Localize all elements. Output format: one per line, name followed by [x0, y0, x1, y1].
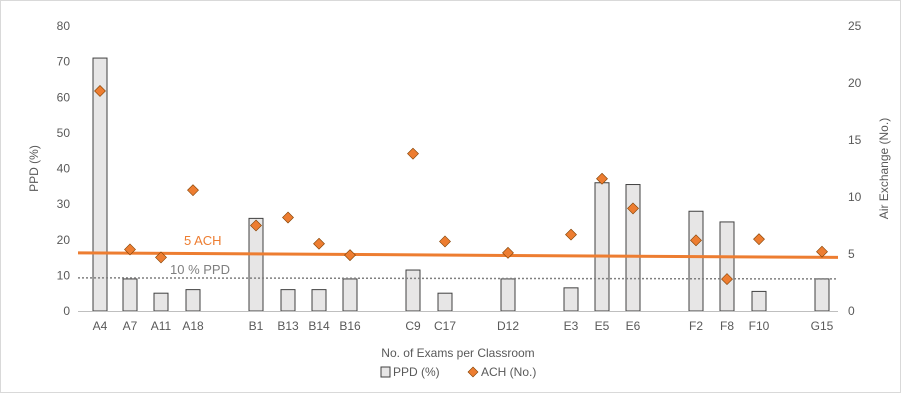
- ach-marker: [94, 85, 106, 97]
- x-axis-title: No. of Exams per Classroom: [381, 346, 534, 360]
- bar-ppd: [248, 217, 264, 312]
- legend-bar-swatch: [380, 366, 391, 378]
- bar-ppd: [688, 210, 704, 312]
- ach-marker: [502, 246, 514, 259]
- ach-marker: [344, 249, 356, 262]
- x-tick-label: E6: [626, 319, 641, 333]
- ach-reference-label: 5 ACH: [184, 233, 222, 248]
- y-axis-right-title: Air Exchange (No.): [877, 118, 891, 219]
- ach-marker: [313, 237, 325, 250]
- ppd-reference-label: 10 % PPD: [170, 262, 230, 277]
- ach-reference-line: [77, 251, 839, 259]
- x-tick-label: B13: [277, 319, 299, 333]
- x-tick-label: A4: [93, 319, 108, 333]
- y-right-tick-label: 20: [848, 76, 862, 90]
- x-tick-label: C9: [405, 319, 421, 333]
- y-left-tick-label: 50: [57, 126, 71, 140]
- y-left-tick-label: 70: [57, 55, 71, 69]
- y-left-tick-label: 60: [57, 90, 71, 104]
- bar-ppd: [342, 278, 358, 312]
- ach-marker: [753, 233, 765, 246]
- bar-ppd: [437, 292, 453, 312]
- x-tick-label: E3: [564, 319, 579, 333]
- ach-marker: [407, 147, 419, 160]
- bar-ppd: [563, 287, 579, 312]
- x-tick-label: A11: [151, 319, 172, 333]
- y-left-tick-label: 80: [57, 19, 71, 33]
- bar-ppd: [719, 221, 735, 312]
- y-left-tick-label: 0: [63, 304, 70, 318]
- ach-marker: [155, 251, 167, 264]
- bar-ppd: [814, 278, 830, 312]
- ach-marker: [596, 172, 608, 185]
- x-tick-label: B16: [339, 319, 361, 333]
- bar-ppd: [153, 292, 169, 312]
- y-left-tick-label: 10: [57, 268, 71, 282]
- y-right-tick-label: 25: [848, 19, 862, 33]
- ach-marker: [627, 202, 639, 215]
- y-left-tick-label: 20: [57, 233, 71, 247]
- x-tick-label: A7: [123, 319, 138, 333]
- x-tick-label: B1: [249, 319, 264, 333]
- ach-marker: [690, 234, 702, 247]
- ach-marker: [187, 184, 199, 197]
- legend-ppd-label: PPD (%): [393, 365, 440, 379]
- ach-marker: [816, 245, 828, 258]
- y-right-tick-label: 0: [848, 304, 855, 318]
- x-tick-label: C17: [434, 319, 456, 333]
- ach-marker: [282, 211, 294, 224]
- bar-ppd: [185, 289, 201, 312]
- ppd-reference-line: [77, 277, 839, 280]
- bar-ppd: [280, 289, 296, 312]
- legend: PPD (%) ACH (No.): [380, 365, 536, 379]
- x-tick-label: D12: [497, 319, 519, 333]
- bar-ppd: [594, 182, 610, 312]
- y-left-tick-label: 30: [57, 197, 71, 211]
- legend-ach-label: ACH (No.): [481, 365, 536, 379]
- bar-ppd: [751, 290, 767, 312]
- y-right-tick-label: 5: [848, 247, 855, 261]
- y-left-tick-label: 40: [57, 162, 71, 176]
- bar-ppd: [405, 269, 421, 312]
- bar-ppd: [500, 278, 516, 312]
- legend-diamond-marker: [467, 366, 479, 378]
- bar-ppd: [122, 278, 138, 312]
- ach-marker: [439, 235, 451, 248]
- y-right-tick-label: 15: [848, 133, 862, 147]
- x-tick-label: A18: [182, 319, 204, 333]
- y-right-tick-label: 10: [848, 190, 862, 204]
- x-tick-label: B14: [308, 319, 330, 333]
- ach-marker: [721, 273, 733, 286]
- x-tick-label: E5: [595, 319, 610, 333]
- x-tick-label: F10: [749, 319, 770, 333]
- y-axis-left-title: PPD (%): [27, 145, 41, 192]
- ach-marker: [124, 243, 136, 256]
- ach-marker: [250, 219, 262, 232]
- bar-ppd: [311, 289, 327, 312]
- ach-marker: [565, 228, 577, 241]
- x-tick-label: G15: [811, 319, 834, 333]
- x-tick-label: F8: [720, 319, 734, 333]
- x-tick-label: F2: [689, 319, 703, 333]
